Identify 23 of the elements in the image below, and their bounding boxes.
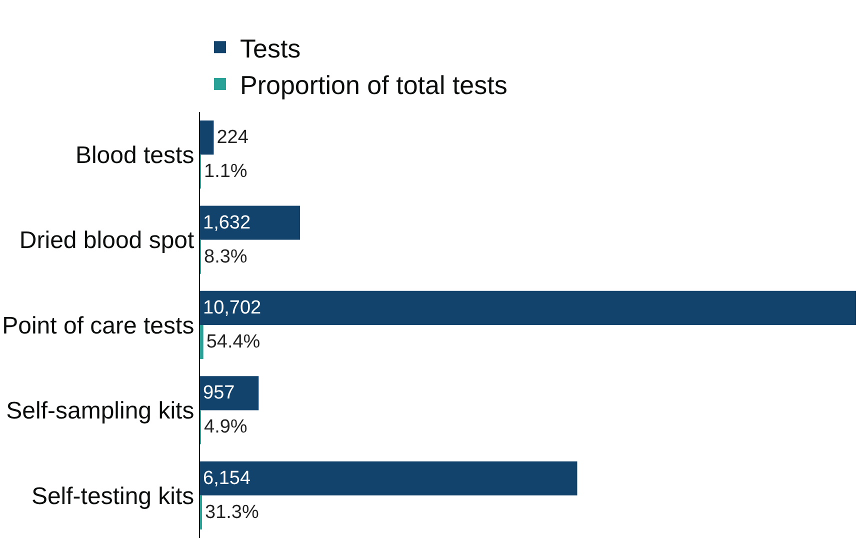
y-tick-label: Blood tests xyxy=(75,142,194,169)
bar xyxy=(200,376,259,410)
data-label: 1.1% xyxy=(204,161,248,182)
y-tick-label: Self-sampling kits xyxy=(6,398,194,425)
bar xyxy=(200,206,300,240)
data-label: 10,702 xyxy=(203,297,262,318)
data-label: 4.9% xyxy=(204,416,248,438)
data-label: 957 xyxy=(203,382,235,404)
bar xyxy=(200,120,214,155)
y-tick-label: Point of care tests xyxy=(2,312,194,340)
data-label: 6,154 xyxy=(203,468,251,489)
bar xyxy=(200,461,578,496)
y-tick-label: Dried blood spot xyxy=(19,227,195,254)
data-label: 224 xyxy=(216,127,249,148)
data-label: 54.4% xyxy=(206,332,260,353)
data-label: 31.3% xyxy=(205,502,259,523)
legend-label: Tests xyxy=(240,33,301,64)
data-label: 1,632 xyxy=(203,212,251,234)
bar xyxy=(200,290,856,325)
legend-label: Proportion of total tests xyxy=(240,70,508,100)
data-label: 8.3% xyxy=(204,246,248,268)
y-tick-label: Self-testing kits xyxy=(31,482,194,510)
bar xyxy=(200,325,204,360)
